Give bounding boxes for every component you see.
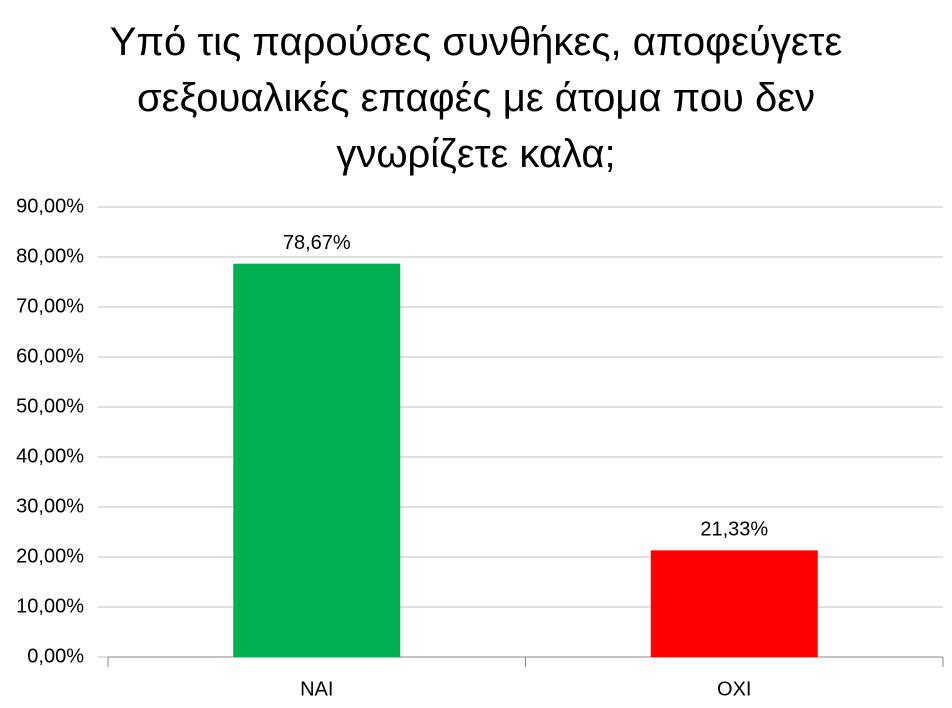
y-tick-label: 30,00% — [16, 495, 84, 517]
x-tick-label: NAI — [300, 678, 333, 700]
x-tick-label: OXI — [717, 678, 751, 700]
bar — [233, 263, 401, 657]
y-tick-label: 60,00% — [16, 345, 84, 367]
y-tick-label: 70,00% — [16, 295, 84, 317]
y-tick-label: 90,00% — [16, 195, 84, 217]
y-tick-label: 50,00% — [16, 395, 84, 417]
data-label: 78,67% — [283, 232, 351, 254]
y-tick-label: 20,00% — [16, 545, 84, 567]
data-label: 21,33% — [700, 519, 768, 541]
y-tick-label: 40,00% — [16, 445, 84, 467]
y-tick-label: 0,00% — [27, 645, 84, 667]
bar — [650, 550, 818, 657]
y-tick-label: 80,00% — [16, 245, 84, 267]
chart-title: Υπό τις παρούσες συνθήκες, αποφεύγετε σε… — [109, 20, 843, 176]
y-tick-label: 10,00% — [16, 595, 84, 617]
